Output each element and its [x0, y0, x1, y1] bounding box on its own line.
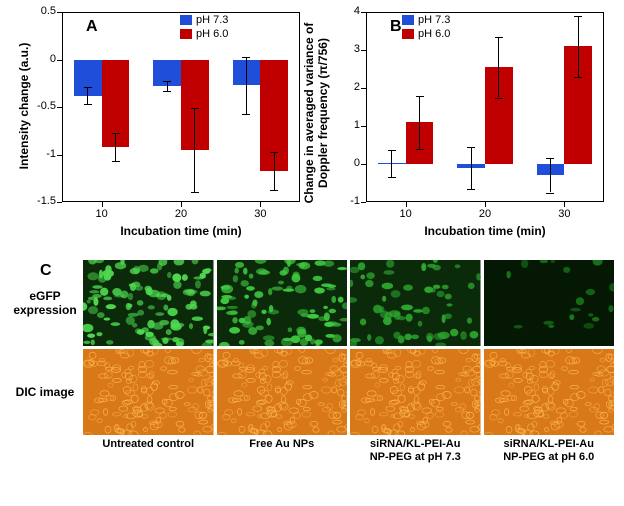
panel-c: C eGFPexpressionDIC imageUntreated contr…	[10, 260, 614, 468]
col-label: siRNA/KL-PEI-AuNP-PEG at pH 6.0	[484, 438, 615, 468]
ytick-label: 0	[28, 53, 56, 65]
dic-image	[484, 349, 615, 435]
egfp-image	[217, 260, 348, 346]
ytick-label: 0	[332, 157, 360, 169]
y-axis-label: Change in averaged variance ofDoppler fr…	[302, 13, 330, 213]
egfp-image	[350, 260, 481, 346]
egfp-image	[484, 260, 615, 346]
panel-c-letter: C	[40, 262, 52, 280]
legend-label: pH 6.0	[196, 28, 228, 40]
ytick-label: -0.5	[28, 100, 56, 112]
row-label-dic: DIC image	[10, 349, 80, 435]
chart-a: A -1.5 -1 -0.5 0 0.5 Intensity change (a.u.) 10…	[0, 0, 312, 248]
x-axis-label: Incubation time (min)	[366, 224, 604, 238]
ytick-label: -1.5	[28, 195, 56, 207]
x-axis-label: Incubation time (min)	[62, 224, 300, 238]
col-label: siRNA/KL-PEI-AuNP-PEG at pH 7.3	[350, 438, 481, 468]
legend-swatch	[180, 29, 192, 39]
col-label: Untreated control	[83, 438, 214, 468]
xtick-label: 20	[473, 208, 497, 220]
xtick-label: 10	[394, 208, 418, 220]
col-label: Free Au NPs	[217, 438, 348, 468]
xtick-label: 30	[552, 208, 576, 220]
legend-swatch	[402, 15, 414, 25]
legend: pH 7.3 pH 6.0	[180, 14, 228, 42]
panel-letter: B	[390, 18, 402, 36]
legend-swatch	[180, 15, 192, 25]
legend-label: pH 7.3	[196, 14, 228, 26]
ytick-label: 3	[332, 43, 360, 55]
y-axis-label: Intensity change (a.u.)	[17, 26, 31, 186]
ytick-label: 4	[332, 5, 360, 17]
ytick-label: -1	[28, 148, 56, 160]
xtick-label: 10	[90, 208, 114, 220]
ytick-label: 2	[332, 81, 360, 93]
dic-image	[83, 349, 214, 435]
legend-label: pH 7.3	[418, 14, 450, 26]
dic-image	[350, 349, 481, 435]
legend: pH 7.3 pH 6.0	[402, 14, 450, 42]
legend-label: pH 6.0	[418, 28, 450, 40]
panel-letter: A	[86, 18, 98, 36]
xtick-label: 30	[248, 208, 272, 220]
ytick-label: 0.5	[28, 5, 56, 17]
dic-image	[217, 349, 348, 435]
xtick-label: 20	[169, 208, 193, 220]
legend-swatch	[402, 29, 414, 39]
egfp-image	[83, 260, 214, 346]
ytick-label: 1	[332, 119, 360, 131]
chart-b: B-101234Change in averaged variance ofDo…	[312, 0, 624, 248]
ytick-label: -1	[332, 195, 360, 207]
